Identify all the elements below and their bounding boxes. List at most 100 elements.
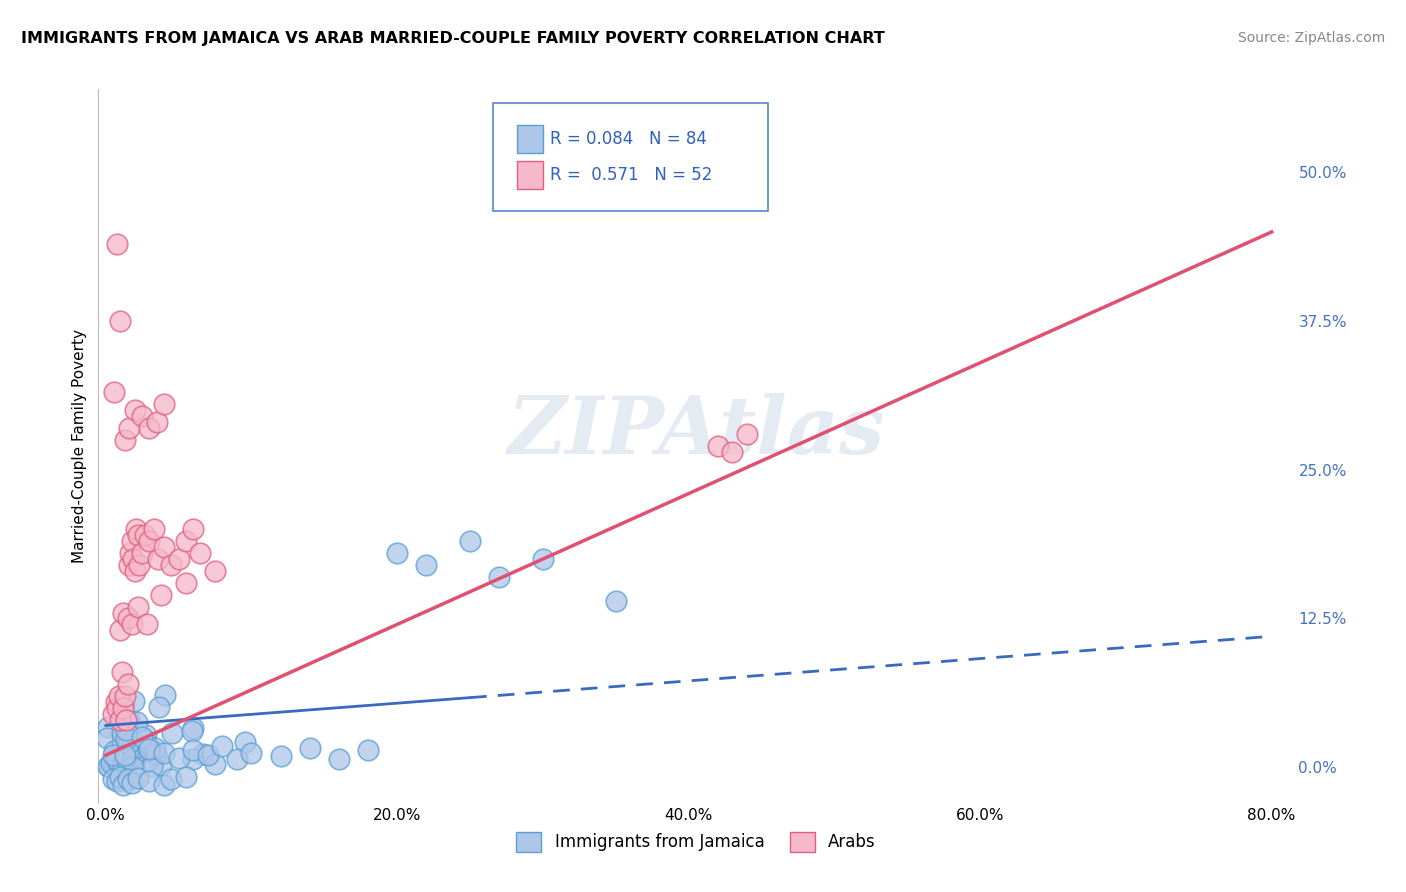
Point — [108, 759, 131, 773]
Point — [117, 737, 139, 751]
Point — [110, 624, 132, 638]
Point — [131, 546, 153, 560]
Point — [357, 743, 380, 757]
Point — [105, 700, 128, 714]
Point — [233, 734, 256, 748]
Point — [145, 415, 167, 429]
Point — [149, 758, 172, 772]
Point — [121, 617, 143, 632]
Text: R =  0.571   N = 52: R = 0.571 N = 52 — [550, 166, 713, 184]
Point — [112, 606, 135, 620]
Point — [103, 744, 125, 758]
Text: Source: ZipAtlas.com: Source: ZipAtlas.com — [1237, 31, 1385, 45]
Point — [111, 756, 134, 771]
Point — [240, 746, 263, 760]
Point — [458, 534, 481, 549]
Point — [138, 742, 160, 756]
Point — [211, 739, 233, 753]
Point — [117, 752, 139, 766]
Text: ZIPAtlas: ZIPAtlas — [508, 393, 884, 470]
Point — [120, 740, 142, 755]
Point — [101, 748, 124, 763]
Point — [174, 534, 197, 549]
Point — [121, 775, 143, 789]
Point — [118, 558, 141, 572]
FancyBboxPatch shape — [494, 103, 768, 211]
Point — [707, 439, 730, 453]
Point — [181, 522, 204, 536]
Point — [111, 736, 134, 750]
Point — [181, 752, 204, 766]
Point — [118, 714, 141, 728]
Point — [193, 747, 215, 761]
Point — [112, 700, 135, 714]
Point — [97, 759, 120, 773]
Point — [138, 421, 160, 435]
Point — [115, 733, 138, 747]
Point — [110, 726, 132, 740]
Point — [104, 751, 127, 765]
Point — [605, 593, 627, 607]
Point — [121, 534, 143, 549]
Point — [101, 772, 124, 786]
Point — [105, 774, 128, 789]
Point — [128, 558, 150, 572]
Point — [153, 746, 176, 760]
Point — [134, 733, 156, 747]
Point — [112, 698, 135, 712]
Point — [225, 752, 247, 766]
Point — [124, 403, 146, 417]
Point — [488, 570, 510, 584]
Point — [108, 689, 131, 703]
Point — [111, 728, 134, 742]
Point — [167, 552, 190, 566]
Point — [114, 750, 136, 764]
Point — [160, 558, 183, 572]
Y-axis label: Married-Couple Family Poverty: Married-Couple Family Poverty — [72, 329, 87, 563]
Point — [531, 552, 554, 566]
Point — [100, 756, 122, 771]
Point — [115, 713, 138, 727]
Point — [197, 748, 219, 763]
Point — [107, 753, 129, 767]
Point — [135, 617, 157, 632]
Point — [385, 546, 409, 560]
Point — [181, 724, 204, 739]
Text: R = 0.084   N = 84: R = 0.084 N = 84 — [550, 130, 707, 148]
Point — [110, 770, 132, 784]
Point — [153, 397, 176, 411]
Point — [125, 522, 148, 536]
Point — [117, 747, 139, 761]
Point — [103, 385, 125, 400]
Point — [127, 528, 149, 542]
Point — [114, 433, 136, 447]
Point — [111, 665, 134, 679]
Point — [120, 747, 142, 761]
Point — [141, 758, 163, 772]
Point — [141, 744, 163, 758]
Point — [104, 695, 127, 709]
Point — [167, 750, 190, 764]
Point — [298, 741, 321, 756]
Point — [114, 748, 136, 763]
Point — [103, 757, 125, 772]
Point — [112, 778, 135, 792]
Point — [721, 445, 744, 459]
Point — [96, 731, 118, 745]
Point — [127, 771, 149, 785]
Point — [125, 715, 148, 730]
Point — [138, 534, 160, 549]
Point — [124, 564, 146, 578]
Point — [105, 752, 128, 766]
Point — [110, 713, 132, 727]
Point — [118, 421, 141, 435]
Point — [121, 748, 143, 763]
Legend: Immigrants from Jamaica, Arabs: Immigrants from Jamaica, Arabs — [510, 825, 882, 859]
Point — [204, 756, 226, 771]
Point — [127, 599, 149, 614]
Point — [121, 760, 143, 774]
Point — [135, 728, 157, 742]
Point — [122, 552, 145, 566]
Point — [148, 700, 170, 714]
Point — [145, 747, 167, 762]
